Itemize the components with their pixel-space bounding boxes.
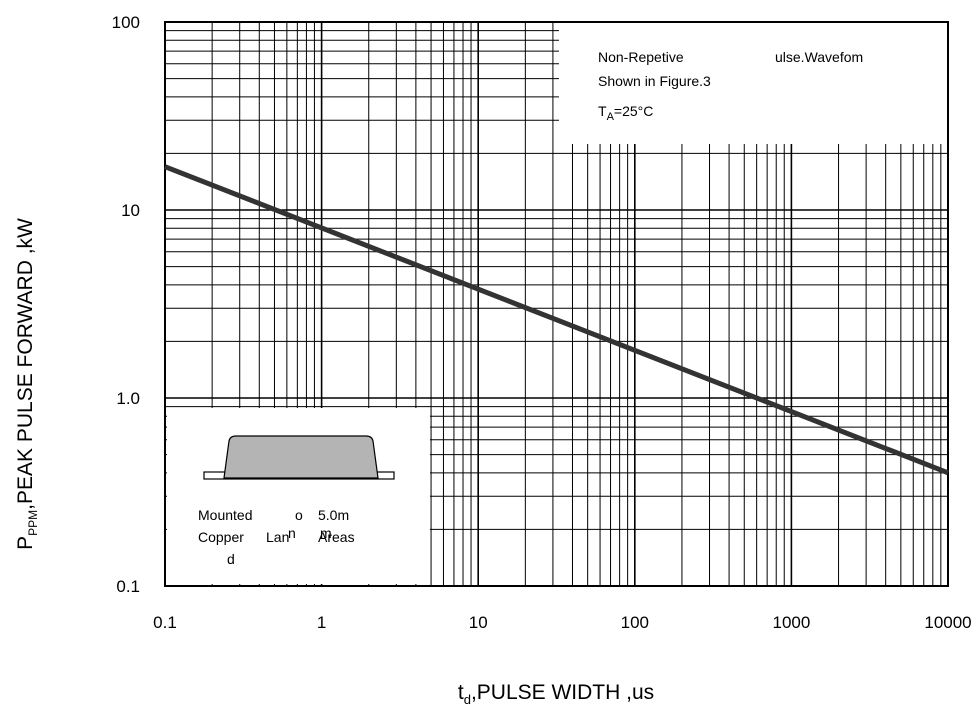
note-non-repetive: Non-Repetive (598, 49, 684, 65)
note-m: m (320, 525, 332, 541)
y-axis-label: PPPM,PEAK PULSE FORWARD ,kW (14, 218, 40, 550)
x-tick-label: 0.1 (153, 613, 177, 632)
grid (164, 22, 948, 587)
annotation-box-top-right (559, 23, 947, 144)
annotation-box-bottom-left (167, 408, 430, 584)
package-body (223, 435, 379, 479)
note-mounted: Mounted (198, 507, 252, 523)
x-tick-label: 1000 (772, 613, 810, 632)
note-lan: Lan (266, 529, 289, 545)
note-temperature: TA=25°C (598, 103, 653, 123)
y-tick-label: 100 (112, 13, 140, 32)
x-tick-label: 100 (621, 613, 649, 632)
note-n: n (288, 525, 296, 541)
plot-frame (164, 21, 949, 587)
x-axis-label: td,PULSE WIDTH ,us (458, 681, 654, 707)
series-line (164, 164, 949, 476)
y-tick-label: 10 (121, 201, 140, 220)
note-o: o (295, 507, 303, 523)
y-tick-labels: 0.1 1.0 10 100 (112, 13, 140, 596)
note-areas: Areas (318, 529, 355, 545)
note-d: d (227, 551, 235, 567)
x-tick-labels: 0.1 1 10 100 1000 10000 (153, 613, 971, 632)
package-drawing (203, 435, 395, 480)
y-tick-label: 1.0 (116, 389, 140, 408)
x-tick-label: 1 (317, 613, 326, 632)
note-copper: Copper (198, 529, 244, 545)
note-5m: 5.0m (318, 507, 349, 523)
y-tick-label: 0.1 (116, 577, 140, 596)
note-waveform: ulse.Wavefom (775, 49, 863, 65)
x-tick-label: 10000 (924, 613, 971, 632)
note-figure: Shown in Figure.3 (598, 73, 711, 89)
x-tick-label: 10 (469, 613, 488, 632)
